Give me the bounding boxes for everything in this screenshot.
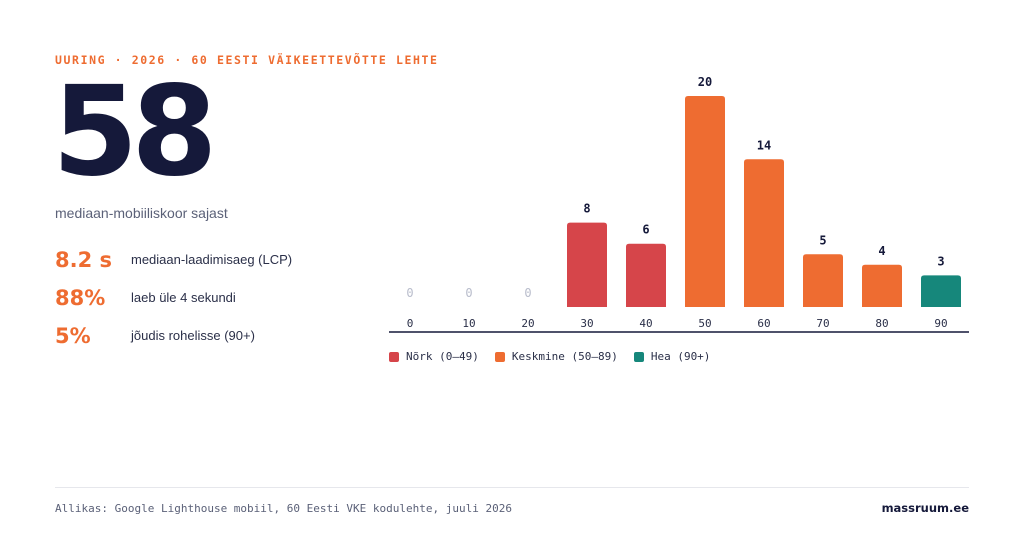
- x-tick-label: 60: [757, 317, 770, 330]
- bar-value-label: 8: [583, 202, 590, 216]
- median-score-caption: mediaan-mobiiliskoor sajast: [55, 205, 228, 221]
- bar-value-label: 6: [642, 223, 649, 237]
- bar: [862, 264, 902, 307]
- bar-value-label: 4: [878, 244, 885, 258]
- brand-logo-text: massruum.ee: [881, 501, 969, 515]
- survey-eyebrow: UURING · 2026 · 60 EESTI VÄIKEETTEVÕTTE …: [55, 53, 439, 67]
- bar-value-label: 0: [465, 286, 472, 300]
- legend-label: Hea (90+): [650, 350, 711, 363]
- bar-value-label: 0: [524, 286, 531, 300]
- x-tick-label: 40: [639, 317, 652, 330]
- legend-swatch-weak: [389, 351, 399, 362]
- bar: [567, 222, 607, 307]
- stat-lcp: 8.2 s mediaan-laadimisaeg (LCP): [55, 246, 385, 274]
- bar: [921, 275, 961, 307]
- legend-label: Keskmine (50–89): [511, 350, 618, 363]
- bar-value-label: 0: [406, 286, 413, 300]
- bar: [626, 243, 666, 307]
- x-tick-label: 0: [407, 317, 414, 330]
- x-tick-label: 70: [816, 317, 829, 330]
- legend-label: Nõrk (0–49): [406, 350, 479, 363]
- score-distribution-chart: 0 0 0 10 0 20 8 30 6 40 20 50 14 60 5 70 4 80 3 90: [389, 75, 969, 333]
- stat-green-share: 5% jõudis rohelisse (90+): [55, 322, 385, 350]
- stat-value: 8.2 s: [55, 248, 113, 272]
- bar: [685, 96, 725, 307]
- stat-label: laeb üle 4 sekundi: [131, 290, 236, 305]
- bar-value-label: 3: [937, 254, 944, 268]
- legend-item-medium: Keskmine (50–89): [494, 350, 618, 363]
- x-tick-label: 30: [580, 317, 593, 330]
- source-note: Allikas: Google Lighthouse mobiil, 60 Ee…: [55, 502, 512, 515]
- bar: [803, 254, 843, 307]
- median-score-number: 58: [52, 60, 218, 204]
- legend-item-good: Hea (90+): [633, 350, 711, 363]
- x-tick-label: 10: [462, 317, 475, 330]
- stat-slow-share: 88% laeb üle 4 sekundi: [55, 284, 385, 312]
- x-tick-label: 90: [934, 317, 947, 330]
- footer-divider: [55, 487, 969, 488]
- x-tick-label: 80: [875, 317, 888, 330]
- stat-value: 88%: [55, 286, 106, 310]
- chart-legend: Nõrk (0–49) Keskmine (50–89) Hea (90+): [389, 350, 710, 363]
- bar-value-label: 14: [757, 138, 771, 152]
- x-tick-label: 20: [521, 317, 534, 330]
- bar-value-label: 20: [698, 75, 712, 89]
- legend-swatch-good: [633, 351, 644, 362]
- bar-value-label: 5: [819, 233, 826, 247]
- x-tick-label: 50: [698, 317, 711, 330]
- legend-swatch-medium: [494, 351, 505, 362]
- legend-item-weak: Nõrk (0–49): [389, 350, 479, 363]
- stat-label: mediaan-laadimisaeg (LCP): [131, 252, 293, 267]
- stat-value: 5%: [55, 324, 91, 348]
- bar: [744, 159, 784, 307]
- stat-label: jõudis rohelisse (90+): [131, 328, 255, 343]
